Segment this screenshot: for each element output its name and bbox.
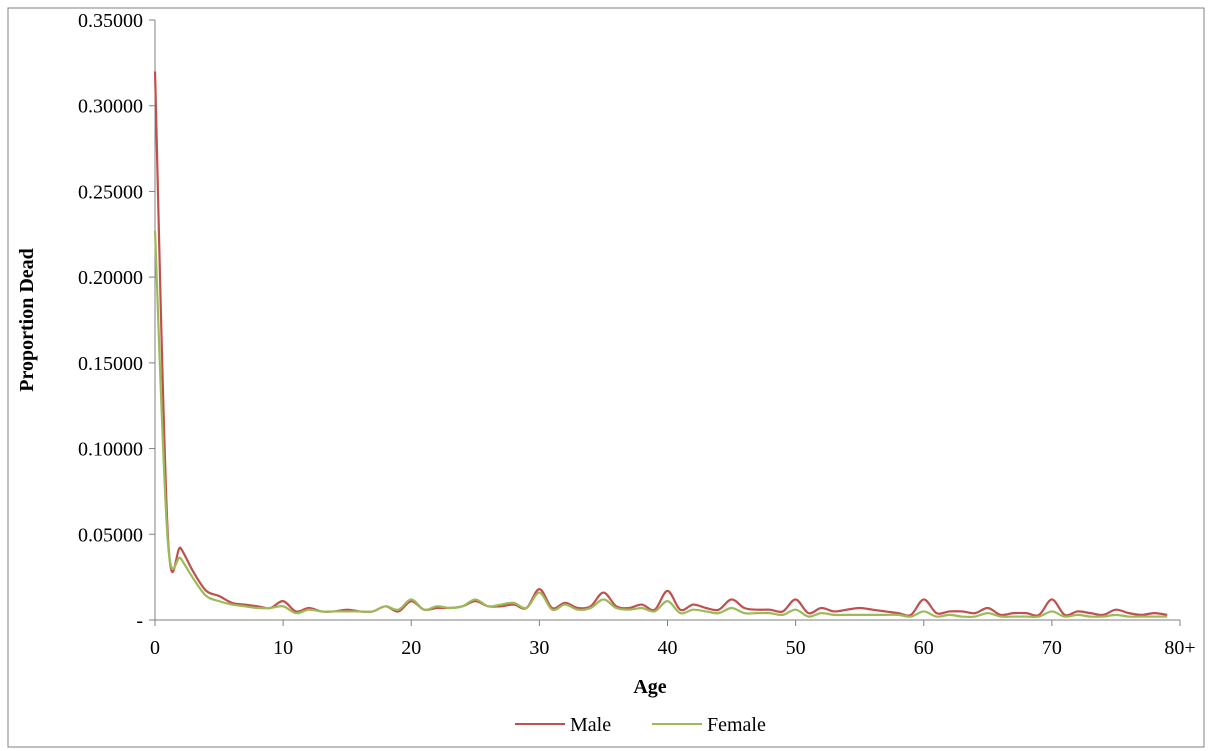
- legend: Male Female: [515, 714, 766, 736]
- x-tick-label: 80+: [1164, 637, 1195, 659]
- y-tick-label: 0.25000: [78, 181, 143, 203]
- y-tick-label: -: [136, 610, 143, 632]
- x-tick-label: 50: [786, 637, 806, 659]
- x-tick-label: 20: [401, 637, 421, 659]
- series-line-male: [153, 71, 1168, 617]
- y-tick-label: 0.20000: [78, 267, 143, 289]
- y-axis-ticks: - 0.05000 0.10000 0.15000 0.20000 0.25000 0.30…: [78, 10, 155, 632]
- x-axis-ticks: 0 10 20 30 40 50 60 70 80+: [150, 620, 1196, 659]
- y-axis-title: Proportion Dead: [16, 248, 38, 392]
- y-tick-label: 0.10000: [78, 439, 143, 461]
- x-tick-label: 40: [658, 637, 678, 659]
- y-tick-label: 0.15000: [78, 353, 143, 375]
- x-tick-label: 30: [529, 637, 549, 659]
- y-tick-label: 0.35000: [78, 10, 143, 32]
- x-tick-label: 60: [914, 637, 934, 659]
- series-line-female: [153, 230, 1168, 619]
- legend-label-female: Female: [707, 714, 766, 736]
- legend-label-male: Male: [570, 714, 611, 736]
- x-axis-title: Age: [633, 676, 666, 698]
- x-tick-label: 70: [1042, 637, 1062, 659]
- plot-area: [154, 20, 1180, 621]
- y-tick-label: 0.30000: [78, 96, 143, 118]
- series-lines: [153, 71, 1168, 619]
- y-tick-label: 0.05000: [78, 524, 143, 546]
- chart-border: [7, 7, 1205, 748]
- x-tick-label: 10: [273, 637, 293, 659]
- x-tick-label: 0: [150, 637, 160, 659]
